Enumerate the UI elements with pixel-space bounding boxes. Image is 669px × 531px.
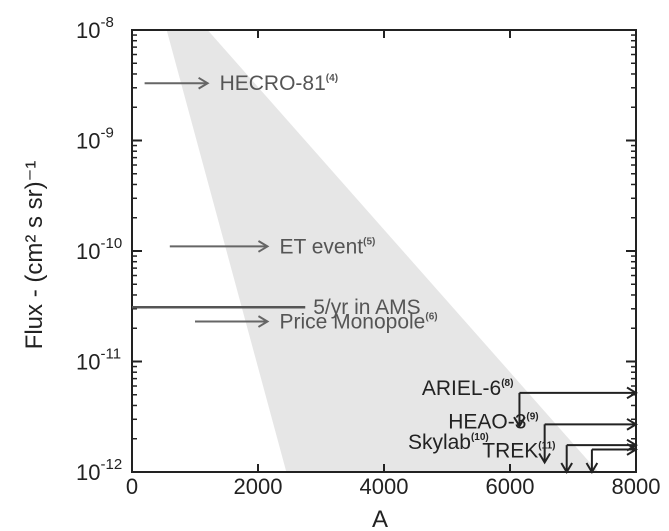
y-tick-label: 10-12 [76,456,122,485]
experiment-label: HEAO-3(9) [448,410,538,433]
y-tick-label: 10-9 [76,125,114,154]
chart-annotations: 5/yr in AMS HECRO-81(4) ET event(5) Price M… [132,72,638,474]
experiment-label: Skylab(10) [408,431,489,454]
experiment-label: ARIEL-6(8) [422,377,514,400]
limit-arrow-head [198,76,210,90]
allowed-region-shading [166,30,599,472]
x-axis-label: A [372,506,388,531]
experiment-limit-right-head [626,386,638,400]
limit-arrow-label: ET event(5) [279,235,375,258]
experiment-limit-down-head [513,416,526,429]
experiment-limit-down-head [585,462,599,474]
x-tick-label: 6000 [486,474,535,499]
x-axis: 0 2000 4000 6000 8000 [126,30,661,499]
x-tick-label: 0 [126,474,138,499]
y-axis: 10-8 10-9 10-10 10-11 10-12 [76,14,636,485]
experiment-limit-down-head [560,462,573,474]
x-tick-label: 8000 [612,474,661,499]
experiment-limit-down-head [538,452,551,465]
limit-arrow-label: Price Monopole(6) [279,311,437,334]
experiment-limit-right-head [626,443,638,456]
y-tick-label: 10-11 [76,346,121,375]
limit-arrow-head [257,240,270,253]
x-tick-label: 4000 [360,474,409,499]
ams-sensitivity-label: 5/yr in AMS [313,296,420,319]
y-tick-label: 10-10 [76,235,122,264]
experiment-limit-right-head [626,418,638,431]
limit-arrow-label: HECRO-81(4) [220,72,338,95]
limit-arrow-head [257,315,270,328]
y-tick-label: 10-8 [76,14,114,43]
x-tick-label: 2000 [234,474,283,499]
y-axis-label: Flux - (cm² s sr)⁻¹ [21,161,48,350]
experiment-label: TREK(11) [482,439,555,462]
